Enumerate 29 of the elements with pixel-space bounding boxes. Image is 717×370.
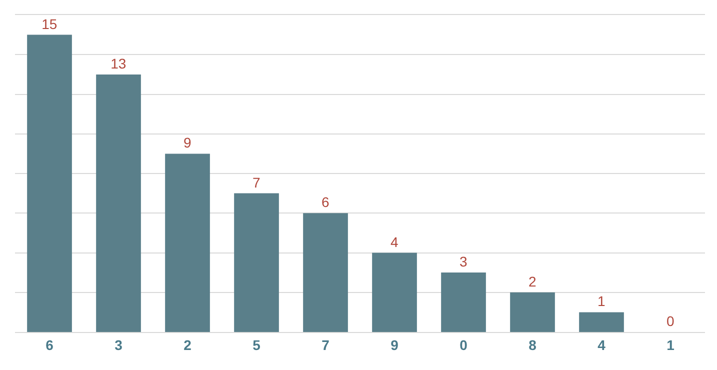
bar: [510, 292, 555, 332]
data-label: 0: [666, 313, 675, 329]
x-tick-label: 6: [46, 336, 54, 353]
data-label: 15: [42, 16, 58, 32]
data-label: 4: [390, 234, 399, 250]
data-label: 13: [110, 55, 126, 72]
bar: [303, 213, 348, 332]
x-tick-label: 7: [322, 336, 330, 353]
data-label: 1: [597, 293, 606, 310]
x-tick-label: 4: [598, 336, 606, 353]
bar: [579, 312, 624, 332]
bar: [234, 193, 279, 332]
bar: [372, 252, 417, 332]
bar: [441, 272, 486, 332]
bar: [165, 154, 210, 332]
x-tick-label: 1: [666, 336, 675, 353]
data-label: 7: [252, 174, 260, 190]
x-tick-label: 2: [184, 336, 192, 353]
data-label: 2: [528, 273, 536, 290]
data-label: 3: [460, 254, 468, 270]
data-label: 6: [322, 194, 330, 210]
x-tick-label: 9: [390, 336, 399, 353]
data-label: 9: [184, 134, 192, 151]
bar: [27, 34, 72, 332]
x-tick-label: 5: [252, 336, 261, 353]
bar: [96, 74, 141, 332]
x-tick-label: 0: [460, 336, 468, 353]
x-tick-label: 8: [528, 336, 537, 353]
x-tick-label: 3: [114, 336, 123, 353]
